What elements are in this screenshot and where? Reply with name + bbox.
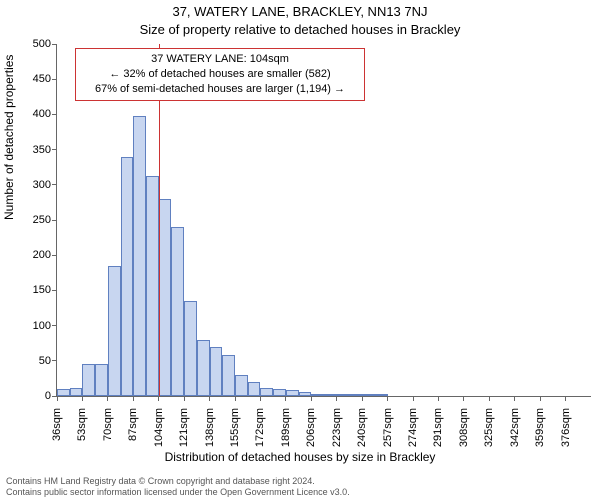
x-tick: [82, 396, 83, 401]
histogram-bar: [299, 392, 312, 396]
histogram-bar: [362, 394, 375, 396]
x-tick: [235, 396, 236, 401]
histogram-bar: [273, 389, 286, 396]
histogram-bar: [133, 116, 146, 396]
y-tick: [52, 255, 57, 256]
y-tick-label: 200: [21, 249, 51, 261]
footer-line-2: Contains public sector information licen…: [6, 487, 594, 498]
histogram-bar: [171, 227, 184, 396]
histogram-bar: [349, 394, 362, 396]
x-tick: [387, 396, 388, 401]
y-tick: [52, 44, 57, 45]
x-tick: [184, 396, 185, 401]
y-tick: [52, 360, 57, 361]
y-tick-label: 450: [21, 73, 51, 85]
histogram-bar: [82, 364, 95, 396]
y-tick: [52, 290, 57, 291]
chart-title: Size of property relative to detached ho…: [0, 22, 600, 37]
x-tick: [540, 396, 541, 401]
y-tick-label: 500: [21, 38, 51, 50]
x-tick: [362, 396, 363, 401]
histogram-bar: [197, 340, 210, 396]
y-tick-label: 150: [21, 284, 51, 296]
histogram-bar: [375, 394, 388, 396]
x-tick: [57, 396, 58, 401]
x-tick: [336, 396, 337, 401]
histogram-bar: [286, 390, 299, 396]
y-tick: [52, 79, 57, 80]
y-tick: [52, 114, 57, 115]
footer-attribution: Contains HM Land Registry data © Crown c…: [6, 476, 594, 499]
histogram-bar: [260, 388, 273, 396]
x-tick: [311, 396, 312, 401]
x-tick: [260, 396, 261, 401]
x-tick: [438, 396, 439, 401]
y-tick-label: 100: [21, 320, 51, 332]
y-tick-label: 0: [21, 390, 51, 402]
x-tick: [413, 396, 414, 401]
histogram-bar: [57, 389, 70, 396]
x-tick: [514, 396, 515, 401]
y-tick: [52, 325, 57, 326]
histogram-bar: [70, 388, 83, 396]
histogram-bar: [184, 301, 197, 396]
histogram-bar: [146, 176, 159, 396]
footer-line-1: Contains HM Land Registry data © Crown c…: [6, 476, 594, 487]
y-tick: [52, 149, 57, 150]
property-callout: 37 WATERY LANE: 104sqm← 32% of detached …: [75, 48, 365, 101]
x-tick: [285, 396, 286, 401]
histogram-bar: [159, 199, 172, 396]
histogram-bar: [108, 266, 121, 396]
histogram-bar: [324, 394, 337, 396]
x-tick: [158, 396, 159, 401]
address-title: 37, WATERY LANE, BRACKLEY, NN13 7NJ: [0, 4, 600, 19]
callout-line: 67% of semi-detached houses are larger (…: [82, 82, 358, 97]
histogram-bar: [210, 347, 223, 396]
y-tick: [52, 184, 57, 185]
x-tick: [489, 396, 490, 401]
callout-line: ← 32% of detached houses are smaller (58…: [82, 67, 358, 82]
y-tick-label: 250: [21, 214, 51, 226]
y-tick-label: 400: [21, 108, 51, 120]
x-tick: [107, 396, 108, 401]
x-axis-label: Distribution of detached houses by size …: [0, 450, 600, 464]
histogram-bar: [222, 355, 235, 396]
chart-container: 37, WATERY LANE, BRACKLEY, NN13 7NJ Size…: [0, 0, 600, 500]
histogram-bar: [121, 157, 134, 396]
y-axis-label: Number of detached properties: [2, 55, 16, 220]
plot-area: 05010015020025030035040045050036sqm53sqm…: [56, 44, 591, 397]
y-tick-label: 300: [21, 179, 51, 191]
y-tick-label: 50: [21, 355, 51, 367]
x-tick: [565, 396, 566, 401]
histogram-bar: [235, 375, 248, 396]
y-tick: [52, 220, 57, 221]
x-tick: [133, 396, 134, 401]
histogram-bar: [95, 364, 108, 396]
x-tick: [463, 396, 464, 401]
y-tick-label: 350: [21, 144, 51, 156]
x-tick: [209, 396, 210, 401]
histogram-bar: [337, 394, 350, 396]
callout-line: 37 WATERY LANE: 104sqm: [82, 52, 358, 67]
histogram-bar: [311, 394, 324, 396]
histogram-bar: [248, 382, 261, 396]
